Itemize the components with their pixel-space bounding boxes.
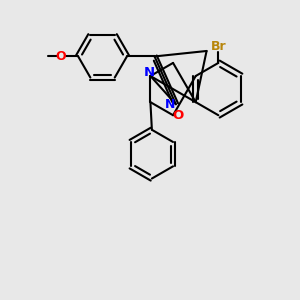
- Text: Br: Br: [211, 40, 226, 53]
- Text: N: N: [165, 98, 176, 111]
- Text: O: O: [172, 109, 183, 122]
- Text: O: O: [56, 50, 66, 63]
- Text: N: N: [143, 66, 155, 79]
